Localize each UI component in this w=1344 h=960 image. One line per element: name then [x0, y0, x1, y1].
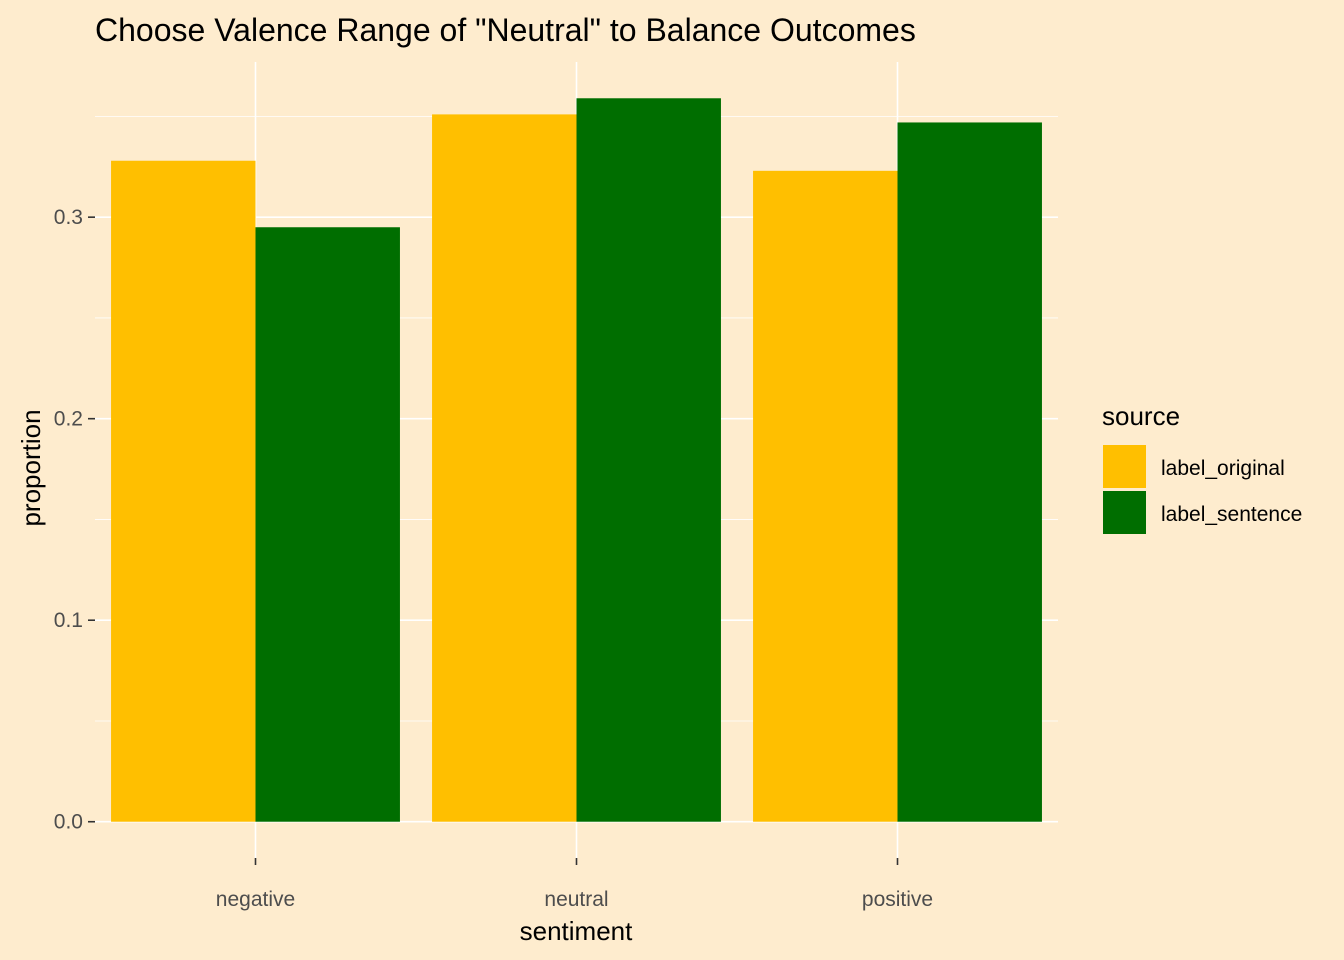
legend-key-label_sentence	[1103, 491, 1146, 534]
x-axis-title: sentiment	[520, 916, 633, 946]
y-axis: 0.0 0.1 0.2 0.3	[54, 206, 95, 834]
legend-title: source	[1102, 401, 1180, 431]
bar-neutral-label_sentence	[576, 98, 721, 822]
bar-positive-label_original	[753, 170, 898, 822]
bar-negative-label_sentence	[255, 227, 400, 822]
legend-key-label_original	[1103, 445, 1146, 488]
x-tick-label-positive: positive	[862, 888, 933, 911]
y-axis-title: proportion	[16, 409, 46, 526]
bar-negative-label_original	[111, 160, 256, 822]
bar-positive-label_sentence	[897, 122, 1042, 822]
legend-label-label_original: label_original	[1161, 457, 1285, 480]
y-tick-label: 0.3	[54, 206, 83, 229]
bars	[111, 98, 1042, 822]
y-tick-label: 0.2	[54, 408, 83, 431]
x-axis: negative neutral positive	[216, 858, 933, 911]
legend: source label_original label_sentence	[1102, 401, 1302, 534]
y-tick-label: 0.1	[54, 609, 83, 632]
y-tick-label: 0.0	[54, 811, 83, 834]
legend-label-label_sentence: label_sentence	[1161, 503, 1302, 526]
chart-title: Choose Valence Range of "Neutral" to Bal…	[95, 12, 916, 48]
x-tick-label-neutral: neutral	[544, 888, 608, 911]
bar-neutral-label_original	[432, 114, 577, 822]
x-tick-label-negative: negative	[216, 888, 295, 911]
